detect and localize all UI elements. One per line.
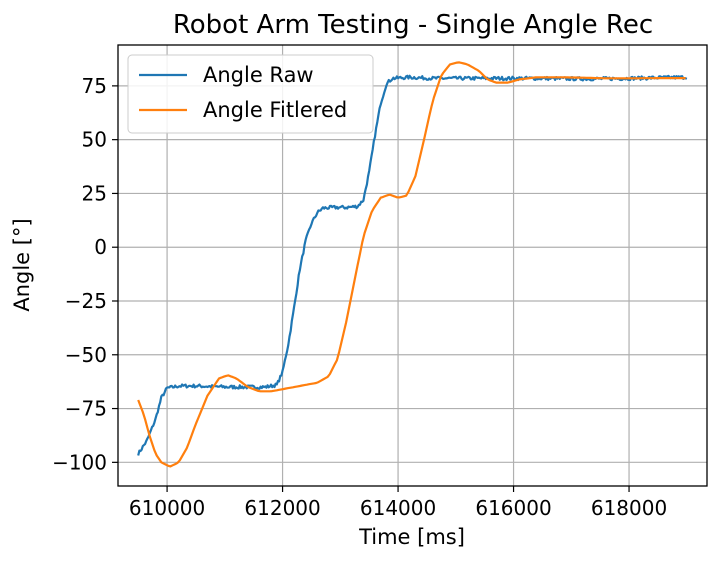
legend-label: Angle Fitlered: [203, 98, 347, 122]
y-tick-label: 75: [82, 74, 107, 98]
y-tick-label: −100: [52, 450, 107, 474]
x-tick-label: 614000: [360, 496, 436, 520]
x-tick-label: 616000: [475, 496, 551, 520]
y-tick-label: −75: [65, 397, 107, 421]
y-tick-label: 25: [82, 181, 107, 205]
legend-box: [127, 54, 374, 134]
y-tick-label: −25: [65, 289, 107, 313]
x-axis-label: Time [ms]: [358, 525, 465, 549]
chart-title: Robot Arm Testing - Single Angle Rec: [173, 10, 653, 40]
y-tick-label: 0: [94, 235, 107, 259]
y-tick-label: 50: [82, 128, 107, 152]
ticks: 610000 612000 614000 616000 618000 75 50 25 0 −25…: [52, 74, 667, 520]
legend: Angle Raw Angle Fitlered: [127, 54, 374, 134]
y-tick-label: −50: [65, 343, 107, 367]
x-tick-label: 610000: [129, 496, 205, 520]
x-tick-label: 618000: [591, 496, 667, 520]
legend-label: Angle Raw: [203, 63, 314, 87]
series-layer: [137, 61, 688, 468]
plot-frame: [117, 44, 708, 487]
y-axis-label: Angle [°]: [10, 218, 34, 311]
series-line-2: [137, 61, 686, 468]
x-tick-label: 612000: [244, 496, 320, 520]
